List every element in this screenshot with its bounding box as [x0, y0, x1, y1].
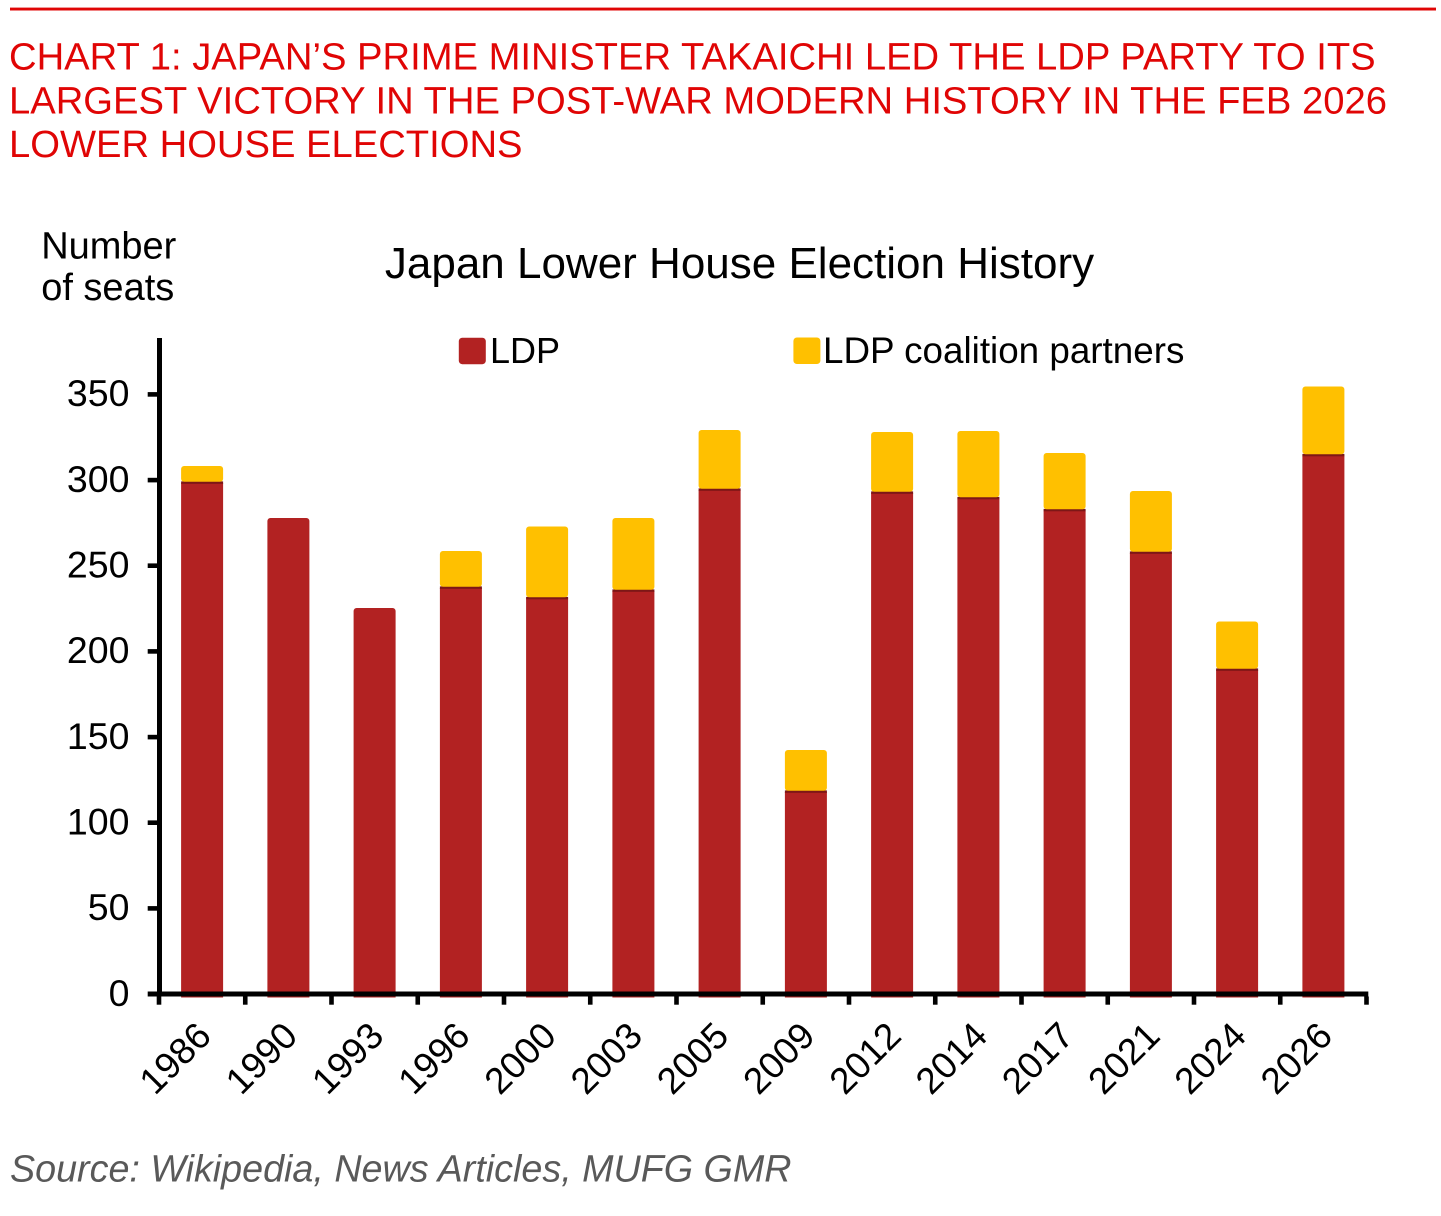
svg-text:2026: 2026	[1253, 1015, 1340, 1102]
svg-text:LARGEST VICTORY IN THE POST-WA: LARGEST VICTORY IN THE POST-WAR MODERN H…	[9, 79, 1387, 122]
svg-text:2005: 2005	[649, 1015, 736, 1102]
svg-text:2000: 2000	[477, 1015, 564, 1102]
svg-text:200: 200	[67, 629, 130, 671]
svg-text:Number: Number	[41, 225, 176, 267]
svg-text:2012: 2012	[822, 1015, 909, 1102]
svg-text:1996: 1996	[390, 1015, 477, 1102]
svg-text:2014: 2014	[908, 1015, 995, 1102]
svg-text:Japan Lower House Election His: Japan Lower House Election History	[385, 239, 1094, 288]
svg-text:1990: 1990	[218, 1015, 305, 1102]
svg-text:250: 250	[67, 543, 130, 585]
svg-text:2024: 2024	[1167, 1015, 1254, 1102]
svg-text:150: 150	[67, 715, 130, 757]
svg-text:LDP coalition partners: LDP coalition partners	[823, 330, 1184, 371]
svg-text:LOWER HOUSE ELECTIONS: LOWER HOUSE ELECTIONS	[9, 123, 523, 166]
svg-text:50: 50	[88, 886, 130, 928]
svg-text:of seats: of seats	[41, 267, 174, 309]
svg-text:Source: Wikipedia, News Articl: Source: Wikipedia, News Articles, MUFG G…	[10, 1148, 791, 1190]
svg-text:CHART 1: JAPAN’S PRIME MINISTE: CHART 1: JAPAN’S PRIME MINISTER TAKAICHI…	[9, 36, 1376, 79]
svg-text:350: 350	[67, 372, 130, 414]
svg-text:2021: 2021	[1080, 1015, 1167, 1102]
svg-text:1986: 1986	[132, 1015, 219, 1102]
svg-text:100: 100	[67, 800, 130, 842]
svg-text:300: 300	[67, 458, 130, 500]
svg-text:2003: 2003	[563, 1015, 650, 1102]
svg-text:2009: 2009	[735, 1015, 822, 1102]
svg-text:2017: 2017	[994, 1015, 1081, 1102]
svg-text:LDP: LDP	[490, 330, 560, 371]
svg-text:0: 0	[109, 972, 130, 1014]
svg-text:1993: 1993	[304, 1015, 391, 1102]
